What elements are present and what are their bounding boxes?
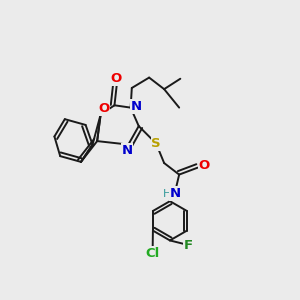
Text: N: N [131,100,142,113]
Text: H: H [163,188,171,199]
Text: O: O [110,72,121,85]
Text: F: F [184,238,193,252]
Text: O: O [199,159,210,172]
Text: O: O [98,102,110,115]
Text: N: N [122,144,133,157]
Text: S: S [151,137,161,150]
Text: Cl: Cl [146,247,160,260]
Text: N: N [170,187,181,200]
